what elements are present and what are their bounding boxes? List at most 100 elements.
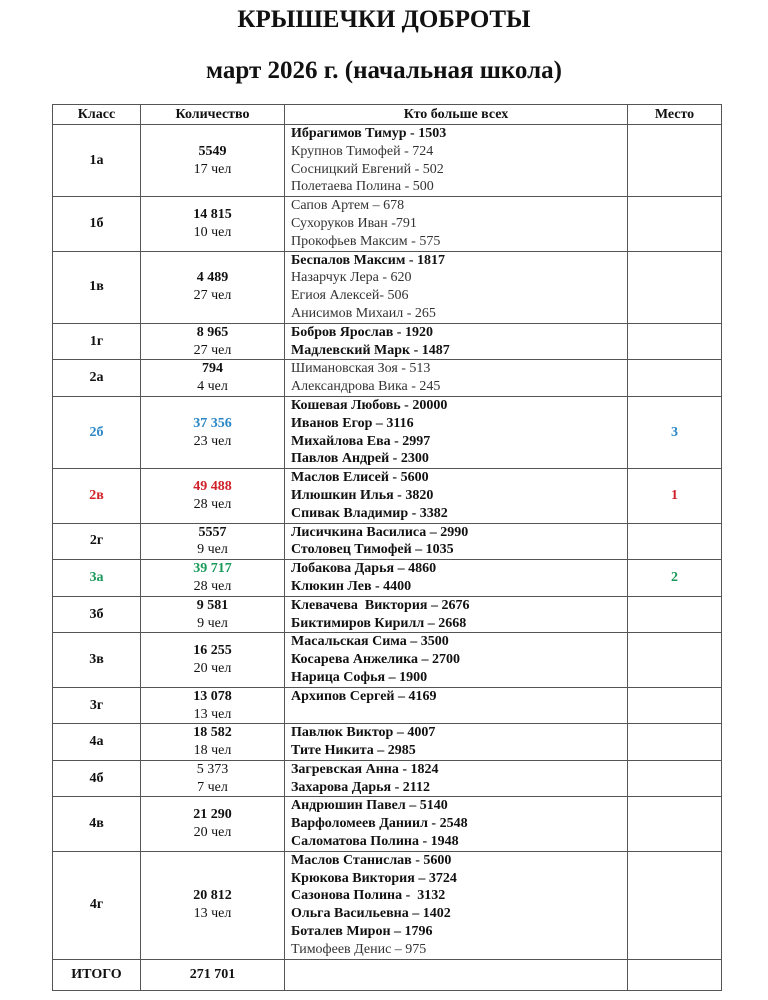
people-count: 27 чел bbox=[193, 288, 232, 304]
top-collectors-cell: Андрюшин Павел – 5140 Варфоломеев Даниил … bbox=[284, 796, 628, 852]
class-cell: 4г bbox=[52, 850, 141, 960]
class-cell: 3а bbox=[52, 559, 141, 597]
place-cell bbox=[627, 686, 722, 725]
table-row: 4а 18 582 18 чел Павлюк Виктор – 4007 Тите Н… bbox=[52, 723, 722, 761]
collector-entry: Лисичкина Василиса – 2990 bbox=[291, 524, 469, 540]
collected-count: 20 812 bbox=[193, 888, 232, 904]
collector-entry bbox=[291, 706, 627, 724]
collected-count: 9 581 bbox=[196, 597, 229, 613]
table-row: 1б 14 815 10 чел Сапов Артем – 678 Сухоруков… bbox=[52, 196, 722, 252]
place-cell: 1 bbox=[627, 468, 722, 524]
header-class: Класс bbox=[52, 104, 141, 125]
collector-entry: Илюшкин Илья - 3820 bbox=[291, 487, 434, 503]
collector-entry: Михайлова Ева - 2997 bbox=[291, 433, 431, 449]
class-cell: 2б bbox=[52, 395, 141, 470]
collector-entry: Анисимов Михаил - 265 bbox=[291, 305, 436, 321]
table-row: 3г 13 078 13 чел Архипов Сергей – 4169 bbox=[52, 686, 722, 725]
collector-entry: Сазонова Полина - 3132 bbox=[291, 888, 446, 904]
table-row: 1в 4 489 27 чел Беспалов Максим - 1817 Назар… bbox=[52, 250, 722, 324]
count-cell: 4 489 27 чел bbox=[140, 250, 285, 324]
collected-count: 8 965 bbox=[196, 324, 229, 340]
place-cell bbox=[627, 522, 722, 561]
people-count: 28 чел bbox=[193, 496, 232, 512]
top-collectors-cell: Лисичкина Василиса – 2990 Столовец Тимофе… bbox=[284, 522, 628, 561]
collector-entry: Александрова Вика - 245 bbox=[291, 379, 441, 395]
people-count: 9 чел bbox=[197, 542, 228, 558]
class-cell: 1г bbox=[52, 322, 141, 361]
collected-count: 4 489 bbox=[196, 270, 229, 286]
document-subtitle: март 2026 г. (начальная школа) bbox=[206, 57, 562, 84]
people-count: 20 чел bbox=[193, 661, 232, 676]
collector-entry: Сапов Артем – 678 bbox=[291, 198, 405, 214]
results-table: Класс Количество Кто больше всех Место 1… bbox=[52, 104, 722, 991]
top-collectors-cell: Шимановская Зоя - 513 Александрова Вика -… bbox=[284, 359, 628, 397]
collected-count: 5 373 bbox=[196, 761, 229, 777]
place-cell bbox=[627, 632, 722, 688]
count-cell: 5549 17 чел bbox=[140, 123, 285, 198]
total-place-empty bbox=[627, 958, 722, 991]
count-cell: 794 4 чел bbox=[140, 359, 285, 397]
table-row: 3в 16 255 20 чел Масальская Сима – 3500 Коса… bbox=[52, 632, 722, 688]
people-count: 9 чел bbox=[197, 615, 228, 631]
top-collectors-cell: Лобакова Дарья – 4860 Клюкин Лев - 4400 bbox=[284, 559, 628, 597]
class-cell: 1в bbox=[52, 250, 141, 324]
collected-count: 39 717 bbox=[193, 561, 232, 577]
collector-entry: Ольга Васильевна – 1402 bbox=[291, 906, 451, 922]
collector-entry: Варфоломеев Даниил - 2548 bbox=[291, 816, 468, 832]
top-collectors-cell: Сапов Артем – 678 Сухоруков Иван -791 Прок… bbox=[284, 196, 628, 252]
count-cell: 18 582 18 чел bbox=[140, 723, 285, 761]
collector-entry: Косарева Анжелика – 2700 bbox=[291, 652, 461, 668]
place-cell: 3 bbox=[627, 395, 722, 470]
count-cell: 16 255 20 чел bbox=[140, 632, 285, 688]
header-top-collectors: Кто больше всех bbox=[284, 104, 628, 125]
class-cell: 1б bbox=[52, 196, 141, 252]
collector-entry: Бобров Ярослав - 1920 bbox=[291, 324, 433, 340]
count-cell: 13 078 13 чел bbox=[140, 686, 285, 725]
collector-entry: Тите Никита – 2985 bbox=[291, 743, 416, 759]
table-row: 4б 5 373 7 чел Загревская Анна - 1824 Захаро… bbox=[52, 759, 722, 798]
collector-entry: Столовец Тимофей – 1035 bbox=[291, 542, 454, 558]
top-collectors-cell: Маслов Елисей - 5600 Илюшкин Илья - 3820 С… bbox=[284, 468, 628, 524]
class-cell: 3б bbox=[52, 595, 141, 634]
collector-entry: Шимановская Зоя - 513 bbox=[291, 361, 431, 377]
people-count: 18 чел bbox=[193, 743, 232, 759]
table-row: 3б 9 581 9 чел Клевачева Виктория – 2676 Бик… bbox=[52, 595, 722, 634]
total-label: ИТОГО bbox=[52, 958, 141, 991]
top-collectors-cell: Бобров Ярослав - 1920 Мадлевский Марк - 1… bbox=[284, 322, 628, 361]
collector-entry: Павлов Андрей - 2300 bbox=[291, 451, 429, 467]
class-cell: 4в bbox=[52, 796, 141, 852]
table-row: 2в 49 488 28 чел Маслов Елисей - 5600 Илюшки… bbox=[52, 468, 722, 524]
collector-entry: Маслов Станислав - 5600 bbox=[291, 852, 452, 868]
collector-entry: Назарчук Лера - 620 bbox=[291, 270, 412, 286]
top-collectors-cell: Павлюк Виктор – 4007 Тите Никита – 2985 bbox=[284, 723, 628, 761]
collected-count: 21 290 bbox=[193, 807, 232, 823]
count-cell: 39 717 28 чел bbox=[140, 559, 285, 597]
table-row: 4в 21 290 20 чел Андрюшин Павел – 5140 Варфо… bbox=[52, 796, 722, 852]
people-count: 23 чел bbox=[193, 433, 232, 449]
place-cell bbox=[627, 123, 722, 198]
table-row: 3а 39 717 28 чел Лобакова Дарья – 4860 Клюки… bbox=[52, 559, 722, 597]
collector-entry: Андрюшин Павел – 5140 bbox=[291, 798, 448, 814]
place-cell bbox=[627, 359, 722, 397]
collector-entry: Мадлевский Марк - 1487 bbox=[291, 342, 450, 358]
collector-entry: Иванов Егор – 3116 bbox=[291, 415, 414, 431]
header-place: Место bbox=[627, 104, 722, 125]
top-collectors-cell: Архипов Сергей – 4169 bbox=[284, 686, 628, 725]
collected-count: 13 078 bbox=[193, 688, 232, 704]
class-cell: 4а bbox=[52, 723, 141, 761]
count-cell: 14 815 10 чел bbox=[140, 196, 285, 252]
count-cell: 37 356 23 чел bbox=[140, 395, 285, 470]
collector-entry: Боталев Мирон – 1796 bbox=[291, 924, 433, 940]
collector-entry: Полетаева Полина - 500 bbox=[291, 179, 434, 195]
collector-entry: Павлюк Виктор – 4007 bbox=[291, 725, 436, 741]
total-empty bbox=[284, 958, 628, 991]
header-count: Количество bbox=[140, 104, 285, 125]
table-row: 2б 37 356 23 чел Кошевая Любовь - 20000 Иван… bbox=[52, 395, 722, 470]
class-cell: 1а bbox=[52, 123, 141, 198]
count-cell: 8 965 27 чел bbox=[140, 322, 285, 361]
people-count: 17 чел bbox=[193, 161, 232, 177]
people-count: 4 чел bbox=[197, 379, 228, 395]
place-cell bbox=[627, 196, 722, 252]
class-cell: 2а bbox=[52, 359, 141, 397]
people-count: 13 чел bbox=[193, 906, 232, 922]
